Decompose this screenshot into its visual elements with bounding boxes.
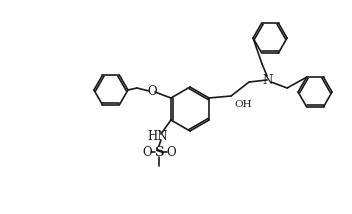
Text: O: O (147, 85, 157, 98)
Text: N: N (262, 73, 272, 86)
Text: S: S (154, 146, 164, 159)
Text: OH: OH (234, 100, 252, 108)
Text: O: O (142, 146, 152, 159)
Text: O: O (166, 146, 176, 159)
Text: HN: HN (148, 129, 168, 143)
